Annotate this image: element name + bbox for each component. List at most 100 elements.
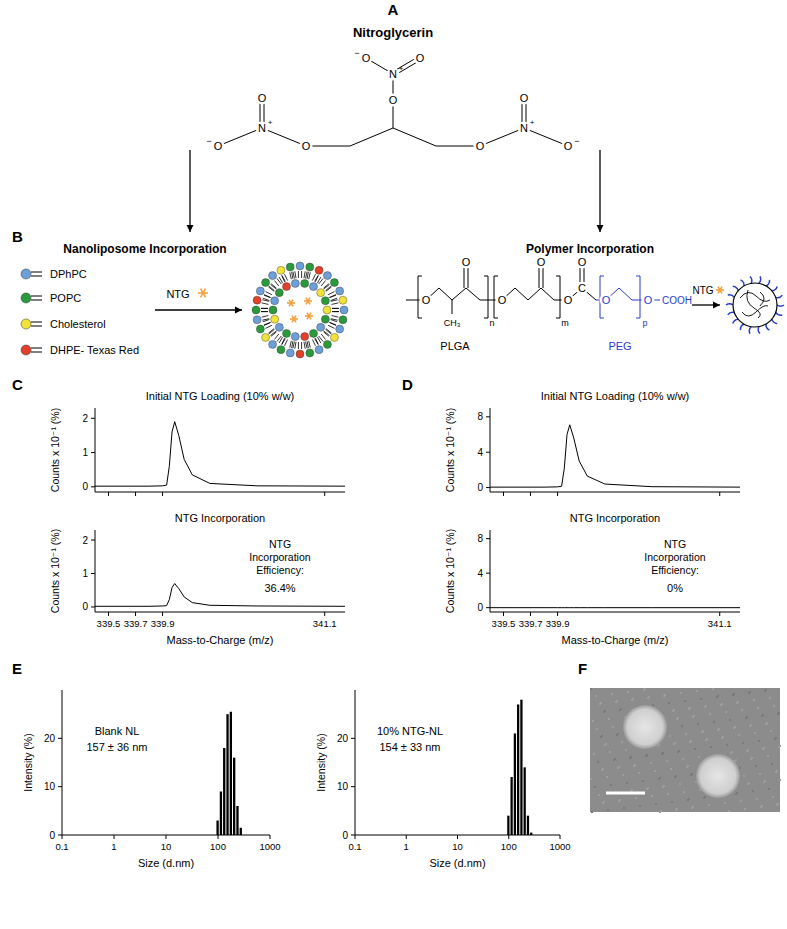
y-tick-label: 20 <box>44 733 56 744</box>
lipid-tail <box>271 332 276 336</box>
tem-grain <box>663 785 665 787</box>
lipid-head <box>321 315 329 323</box>
lipid-head <box>283 283 291 291</box>
tem-grain <box>704 706 706 708</box>
lipid-head <box>310 329 318 337</box>
bond <box>619 288 632 300</box>
bar <box>514 734 516 836</box>
tem-grain <box>729 719 731 721</box>
legend-tail <box>31 348 42 349</box>
legend-swatch <box>21 319 31 329</box>
tem-grain <box>694 748 696 750</box>
tem-grain <box>737 701 739 703</box>
plot-area <box>490 607 740 608</box>
tem-grain <box>733 693 735 695</box>
lipid-tail <box>332 311 339 312</box>
tem-grain <box>647 787 649 789</box>
bar <box>510 777 512 835</box>
repeat-count: m <box>561 318 569 328</box>
tem-grain <box>614 758 616 760</box>
tem-grain <box>754 732 756 734</box>
cargo-star <box>718 287 722 294</box>
tem-grain <box>762 748 764 750</box>
tem-grain <box>721 703 723 705</box>
x-tick-label: 10 <box>161 841 172 852</box>
lipid-tail <box>312 274 315 280</box>
x-tick-label: 0.1 <box>348 841 361 852</box>
atom-bg <box>300 140 313 153</box>
bond <box>515 288 528 300</box>
tem-grain <box>763 781 765 783</box>
atom-bg <box>387 94 400 107</box>
y-tick <box>91 418 95 419</box>
tem-grain <box>661 753 663 755</box>
tem-grain <box>662 786 664 788</box>
tem-grain <box>593 753 595 755</box>
lipid-tail <box>266 292 272 295</box>
lipid-tail <box>332 303 339 305</box>
tem-grain <box>769 697 771 699</box>
atom-bg <box>212 140 225 153</box>
atom-bg <box>600 294 613 307</box>
tem-grain <box>717 695 719 697</box>
tem-grain <box>735 759 737 761</box>
tem-grain <box>775 737 777 739</box>
tem-grain <box>626 782 628 784</box>
x-tick-label: 341.1 <box>708 618 732 629</box>
tem-grain <box>702 730 704 732</box>
x-tick <box>135 612 136 616</box>
cargo-star <box>306 298 310 305</box>
cargo-star <box>306 298 310 305</box>
annotation: NTG <box>664 538 686 550</box>
arrow-head <box>235 307 242 314</box>
tem-grain <box>724 802 726 804</box>
bond <box>541 288 554 300</box>
peg-chain <box>740 324 744 330</box>
polymer-chain <box>760 292 764 306</box>
tem-grain <box>735 793 737 795</box>
bond <box>218 128 262 146</box>
y-axis <box>95 530 96 612</box>
lipid-head <box>283 329 291 337</box>
lipid-tail <box>321 334 325 339</box>
tem-grain <box>736 702 738 704</box>
y-tick <box>58 738 62 739</box>
tem-grain <box>722 736 724 738</box>
lipid-tail <box>274 334 278 339</box>
y-axis-label: Counts x 10⁻¹ (%) <box>444 529 456 613</box>
lipid-tail <box>328 292 334 295</box>
tem-grain <box>616 734 618 736</box>
tem-grain <box>753 699 755 701</box>
bracket <box>418 276 422 277</box>
y-axis-label: Counts x 10⁻¹ (%) <box>444 408 456 492</box>
polymer-core <box>733 283 777 327</box>
atom: O <box>302 140 311 152</box>
title: Nanoliposome Incorporation <box>63 242 226 256</box>
bar <box>527 816 529 835</box>
x-tick <box>719 492 720 496</box>
lipid-tail <box>264 295 270 298</box>
scale-bar <box>606 792 645 795</box>
lipid-tail <box>298 342 299 349</box>
tem-grain <box>704 796 706 798</box>
bracket <box>640 276 641 318</box>
arrow <box>155 309 242 310</box>
charge: − <box>206 136 211 146</box>
cargo-star <box>292 316 296 323</box>
tem-grain <box>778 746 780 748</box>
legend-swatch <box>21 293 31 303</box>
tem-grain <box>733 727 735 729</box>
tem-grain <box>721 737 723 739</box>
y-tick <box>486 416 490 417</box>
lipid-head <box>291 279 299 287</box>
y-tick-label: 8 <box>477 411 483 422</box>
tem-grain <box>752 790 754 792</box>
tem-grain <box>742 742 744 744</box>
tem-grain <box>686 766 688 768</box>
bond <box>350 128 393 146</box>
lipid-tail <box>285 274 288 280</box>
bar <box>216 821 218 836</box>
tem-grain <box>600 736 602 738</box>
peg-chain <box>741 280 745 286</box>
lipid-tail <box>330 322 336 325</box>
